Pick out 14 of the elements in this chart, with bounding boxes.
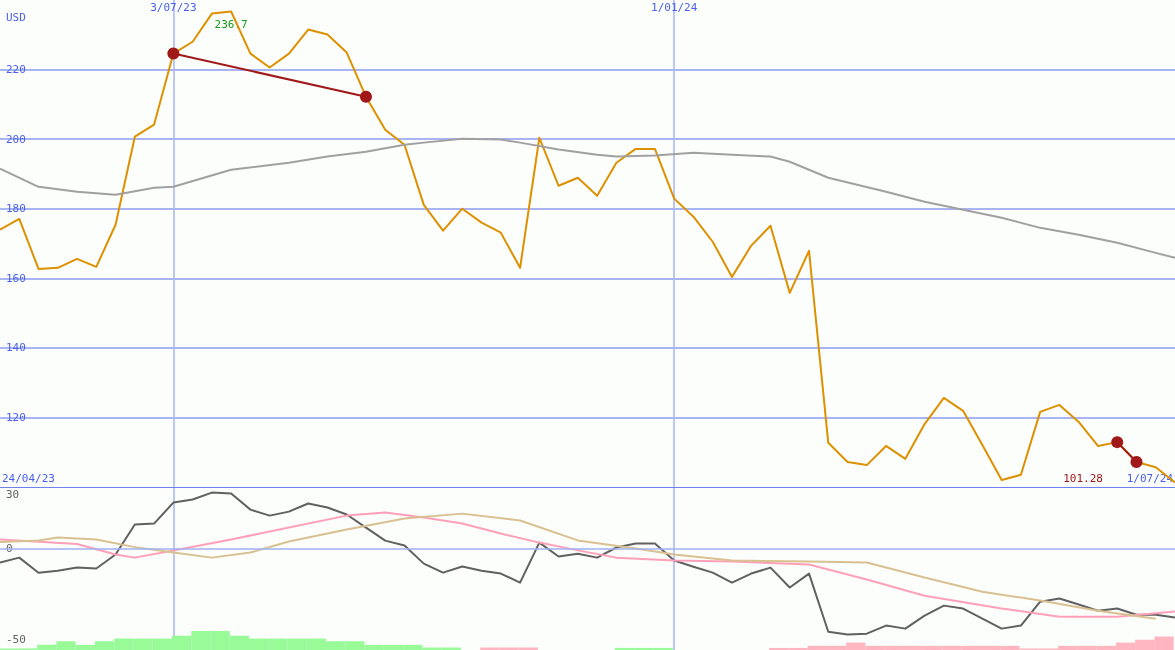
annotation: 101.28 bbox=[1063, 472, 1103, 485]
y-tick-label: 0 bbox=[6, 542, 13, 556]
y-tick-label: 140 bbox=[6, 341, 26, 355]
y-tick-label: 30 bbox=[6, 487, 20, 501]
y-tick-label: 120 bbox=[6, 410, 26, 424]
x-tick-label: 3/07/23 bbox=[150, 1, 197, 14]
y-tick-label: 180 bbox=[6, 202, 26, 216]
y-axis-title: USD bbox=[6, 11, 26, 24]
annotation: 24/04/23 bbox=[2, 472, 55, 485]
x-tick-label: 1/01/24 bbox=[651, 1, 698, 14]
y-tick-label: -50 bbox=[6, 632, 26, 646]
y-tick-label: 160 bbox=[6, 271, 26, 285]
y-tick-label: 200 bbox=[6, 132, 26, 146]
y-tick-label: 220 bbox=[6, 63, 26, 77]
